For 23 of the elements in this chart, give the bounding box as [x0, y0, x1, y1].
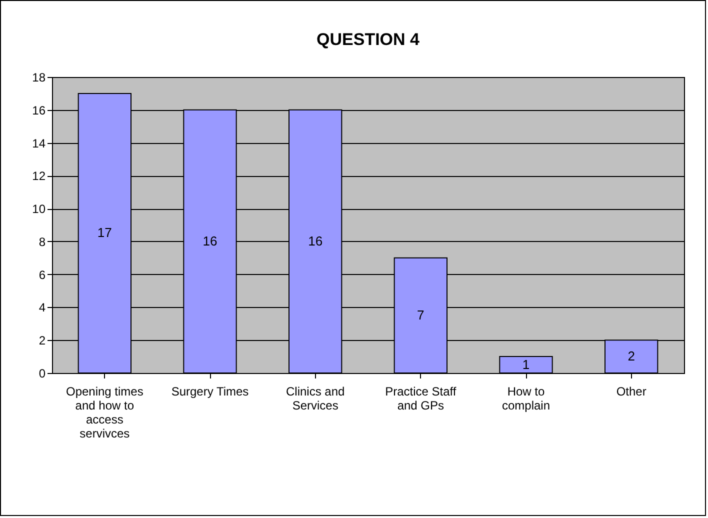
y-tick-label: 14 [32, 136, 46, 150]
data-label: 16 [308, 233, 323, 248]
y-tick-label: 16 [32, 103, 46, 118]
data-label: 16 [202, 233, 218, 248]
y-tick-label: 10 [32, 202, 46, 216]
y-tick-label: 12 [32, 169, 46, 184]
x-tick-label: How to complain [502, 384, 550, 412]
x-tick-label: Clinics and Services [286, 384, 345, 412]
data-label: 7 [417, 307, 424, 322]
y-tick-label: 4 [38, 300, 46, 315]
y-tick-label: 6 [38, 268, 46, 282]
x-tick-label: Practice Staff and GPs [385, 384, 457, 412]
y-tick-label: 18 [32, 70, 46, 84]
data-label: 2 [628, 348, 635, 364]
x-tick-label: Opening times and how to access servivces [66, 384, 144, 440]
data-label: 17 [97, 225, 112, 240]
chart-title: QUESTION 4 [316, 30, 420, 49]
y-tick-label: 0 [38, 366, 46, 380]
data-label: 1 [522, 356, 530, 372]
y-tick-label: 2 [38, 334, 46, 348]
y-tick-label: 8 [38, 234, 46, 249]
x-tick-label: Other [616, 384, 646, 398]
x-tick-label: Surgery Times [171, 384, 249, 398]
